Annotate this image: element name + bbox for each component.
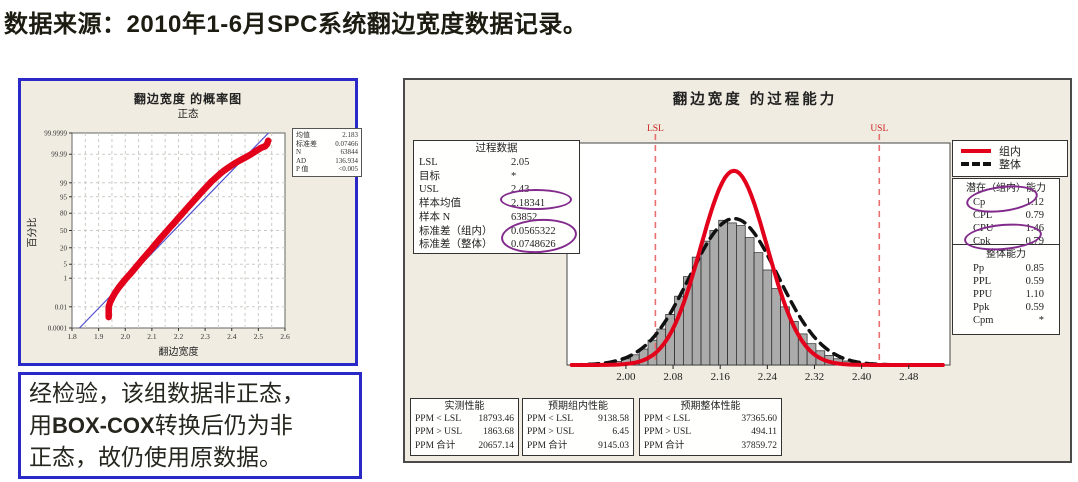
table-row: PPM 合计 37859.72: [644, 440, 777, 451]
table-row: PPM > USL 1863.68: [415, 427, 514, 438]
svg-text:99.9999: 99.9999: [44, 130, 67, 138]
svg-text:95: 95: [60, 193, 68, 201]
svg-text:2.16: 2.16: [711, 371, 731, 383]
svg-text:20: 20: [60, 244, 68, 252]
table-row: LSL 2.05: [419, 157, 530, 168]
svg-text:2.4: 2.4: [227, 332, 237, 341]
svg-text:2.3: 2.3: [200, 332, 210, 341]
table-row: PPM > USL 494.11: [644, 427, 777, 438]
table-row: Cpm *: [973, 315, 1044, 326]
note-box: 经检验，该组数据非正态， 用BOX-COX转换后仍为非 正态，故仍使用原数据。: [18, 372, 362, 479]
stat-row: P 值 <0.005: [296, 165, 358, 174]
table-row: 标准差（组内） 0.0565322: [419, 225, 556, 237]
svg-text:80: 80: [60, 210, 68, 218]
within-line-swatch: [961, 148, 991, 153]
table-row: 目标 *: [419, 170, 517, 182]
expected-within-performance-header: 预期组内性能: [548, 401, 608, 412]
probability-plot-subtitle: 正态: [177, 108, 199, 120]
svg-text:2.08: 2.08: [663, 371, 683, 383]
table-row: PPM 合计 9145.03: [527, 440, 629, 451]
expected-within-performance-box: 预期组内性能 PPM < LSL 9138.58 PPM > USL 6.45 PP…: [522, 398, 634, 456]
table-row: PPM < LSL 18793.46: [415, 414, 514, 424]
capability-title: 翻边宽度 的过程能力: [672, 92, 838, 108]
note-text: 转换后仍为非: [154, 413, 293, 438]
svg-text:5: 5: [64, 261, 68, 269]
table-row: 样本 N 63852: [419, 211, 538, 223]
probability-plot-panel: 99.9999 99.99 99 95 80 50 20 5 1 0.01 0.0001 1.8 1.9…: [18, 78, 362, 366]
stat-row: AD 136.934: [296, 156, 358, 165]
svg-text:0.0001: 0.0001: [48, 325, 68, 333]
overall-line-swatch: [961, 161, 991, 166]
observed-performance-box: 实测性能 PPM < LSL 18793.46 PPM > USL 1863.68 …: [410, 398, 519, 456]
svg-text:2.2: 2.2: [174, 332, 184, 341]
svg-text:2.0: 2.0: [121, 332, 131, 341]
note-text: 用: [29, 413, 52, 438]
svg-text:2.1: 2.1: [147, 332, 157, 341]
table-row: PPM < LSL 37365.60: [644, 414, 777, 424]
legend-item-within: 组内: [961, 144, 1067, 158]
highlight-ellipse-sample-mean: [500, 189, 572, 210]
svg-text:2.00: 2.00: [616, 371, 636, 383]
stat-row: 均值 2.183: [296, 131, 358, 139]
table-row: PPU 1.10: [973, 289, 1044, 300]
svg-text:1.9: 1.9: [94, 332, 104, 341]
svg-text:0.01: 0.01: [55, 303, 68, 311]
svg-text:99.99: 99.99: [51, 151, 67, 159]
page-title: 数据来源：2010年1-6月SPC系统翻边宽度数据记录。: [4, 11, 588, 38]
svg-text:1: 1: [64, 275, 68, 283]
table-row: Ppk 0.59: [973, 302, 1044, 313]
stat-row: 标准差 0.07466: [296, 139, 358, 148]
svg-text:2.40: 2.40: [852, 371, 872, 383]
table-row: PPL 0.59: [973, 276, 1044, 287]
overall-capability-header: 整体能力: [986, 249, 1026, 260]
capability-panel: 翻边宽度 的过程能力 LSL USL 2.00 2.08 2.16 2.24 2.32 2.4…: [403, 78, 1072, 463]
within-capability-box: 潜在（组内）能力 Cp 1.12 CPL 0.79 CPU 1.46 Cpk 0.79: [952, 178, 1060, 248]
table-row: Pp 0.85: [973, 263, 1044, 274]
y-axis-label: 百分比: [27, 217, 39, 248]
table-row: Cpk 0.79: [973, 236, 1044, 247]
svg-text:2.48: 2.48: [899, 371, 919, 383]
note-text: 正态，故仍使用原数据。: [29, 445, 282, 470]
svg-text:1.8: 1.8: [67, 332, 77, 341]
svg-text:2.24: 2.24: [758, 371, 778, 383]
table-row: PPM < LSL 9138.58: [527, 414, 629, 424]
table-row: CPL 0.79: [973, 210, 1044, 221]
svg-text:2.6: 2.6: [280, 332, 290, 341]
x-axis-label: 翻边宽度: [158, 347, 199, 358]
legend-item-overall: 整体: [961, 157, 1067, 171]
svg-text:2.5: 2.5: [254, 332, 264, 341]
table-row: Cp 1.12: [973, 197, 1044, 208]
table-row: 标准差（整体） 0.0748626: [419, 239, 556, 251]
capability-chart-svg: LSL USL 2.00 2.08 2.16 2.24 2.32 2.40 2.48: [566, 124, 951, 383]
curve-legend-box: 组内 整体: [952, 140, 1068, 177]
probability-plot-title: 翻边宽度 的概率图: [133, 92, 243, 106]
note-text-bold: BOX-COX: [52, 413, 155, 438]
svg-text:LSL: LSL: [647, 124, 664, 134]
process-data-header: 过程数据: [475, 143, 518, 154]
probability-stats-box: 均值 2.183 标准差 0.07466 N 63844 AD 136.934 P 值 <…: [292, 128, 362, 177]
svg-text:50: 50: [60, 227, 68, 235]
table-row: PPM 合计 20657.14: [415, 440, 514, 451]
expected-overall-performance-header: 预期整体性能: [680, 401, 741, 412]
note-text: 经检验，该组数据非正态，: [29, 381, 305, 406]
svg-text:USL: USL: [870, 124, 888, 134]
within-capability-header: 潜在（组内）能力: [966, 183, 1046, 194]
table-row: CPU 1.46: [973, 223, 1044, 234]
svg-text:99: 99: [60, 179, 68, 187]
expected-overall-performance-box: 预期整体性能 PPM < LSL 37365.60 PPM > USL 494.11…: [639, 398, 782, 456]
overall-capability-box: 整体能力 Pp 0.85 PPL 0.59 PPU 1.10 Ppk 0.59 Cpm *: [952, 244, 1060, 335]
observed-performance-header: 实测性能: [444, 401, 485, 412]
stat-row: N 63844: [296, 148, 358, 157]
svg-text:2.32: 2.32: [805, 371, 824, 383]
table-row: PPM > USL 6.45: [527, 427, 629, 438]
